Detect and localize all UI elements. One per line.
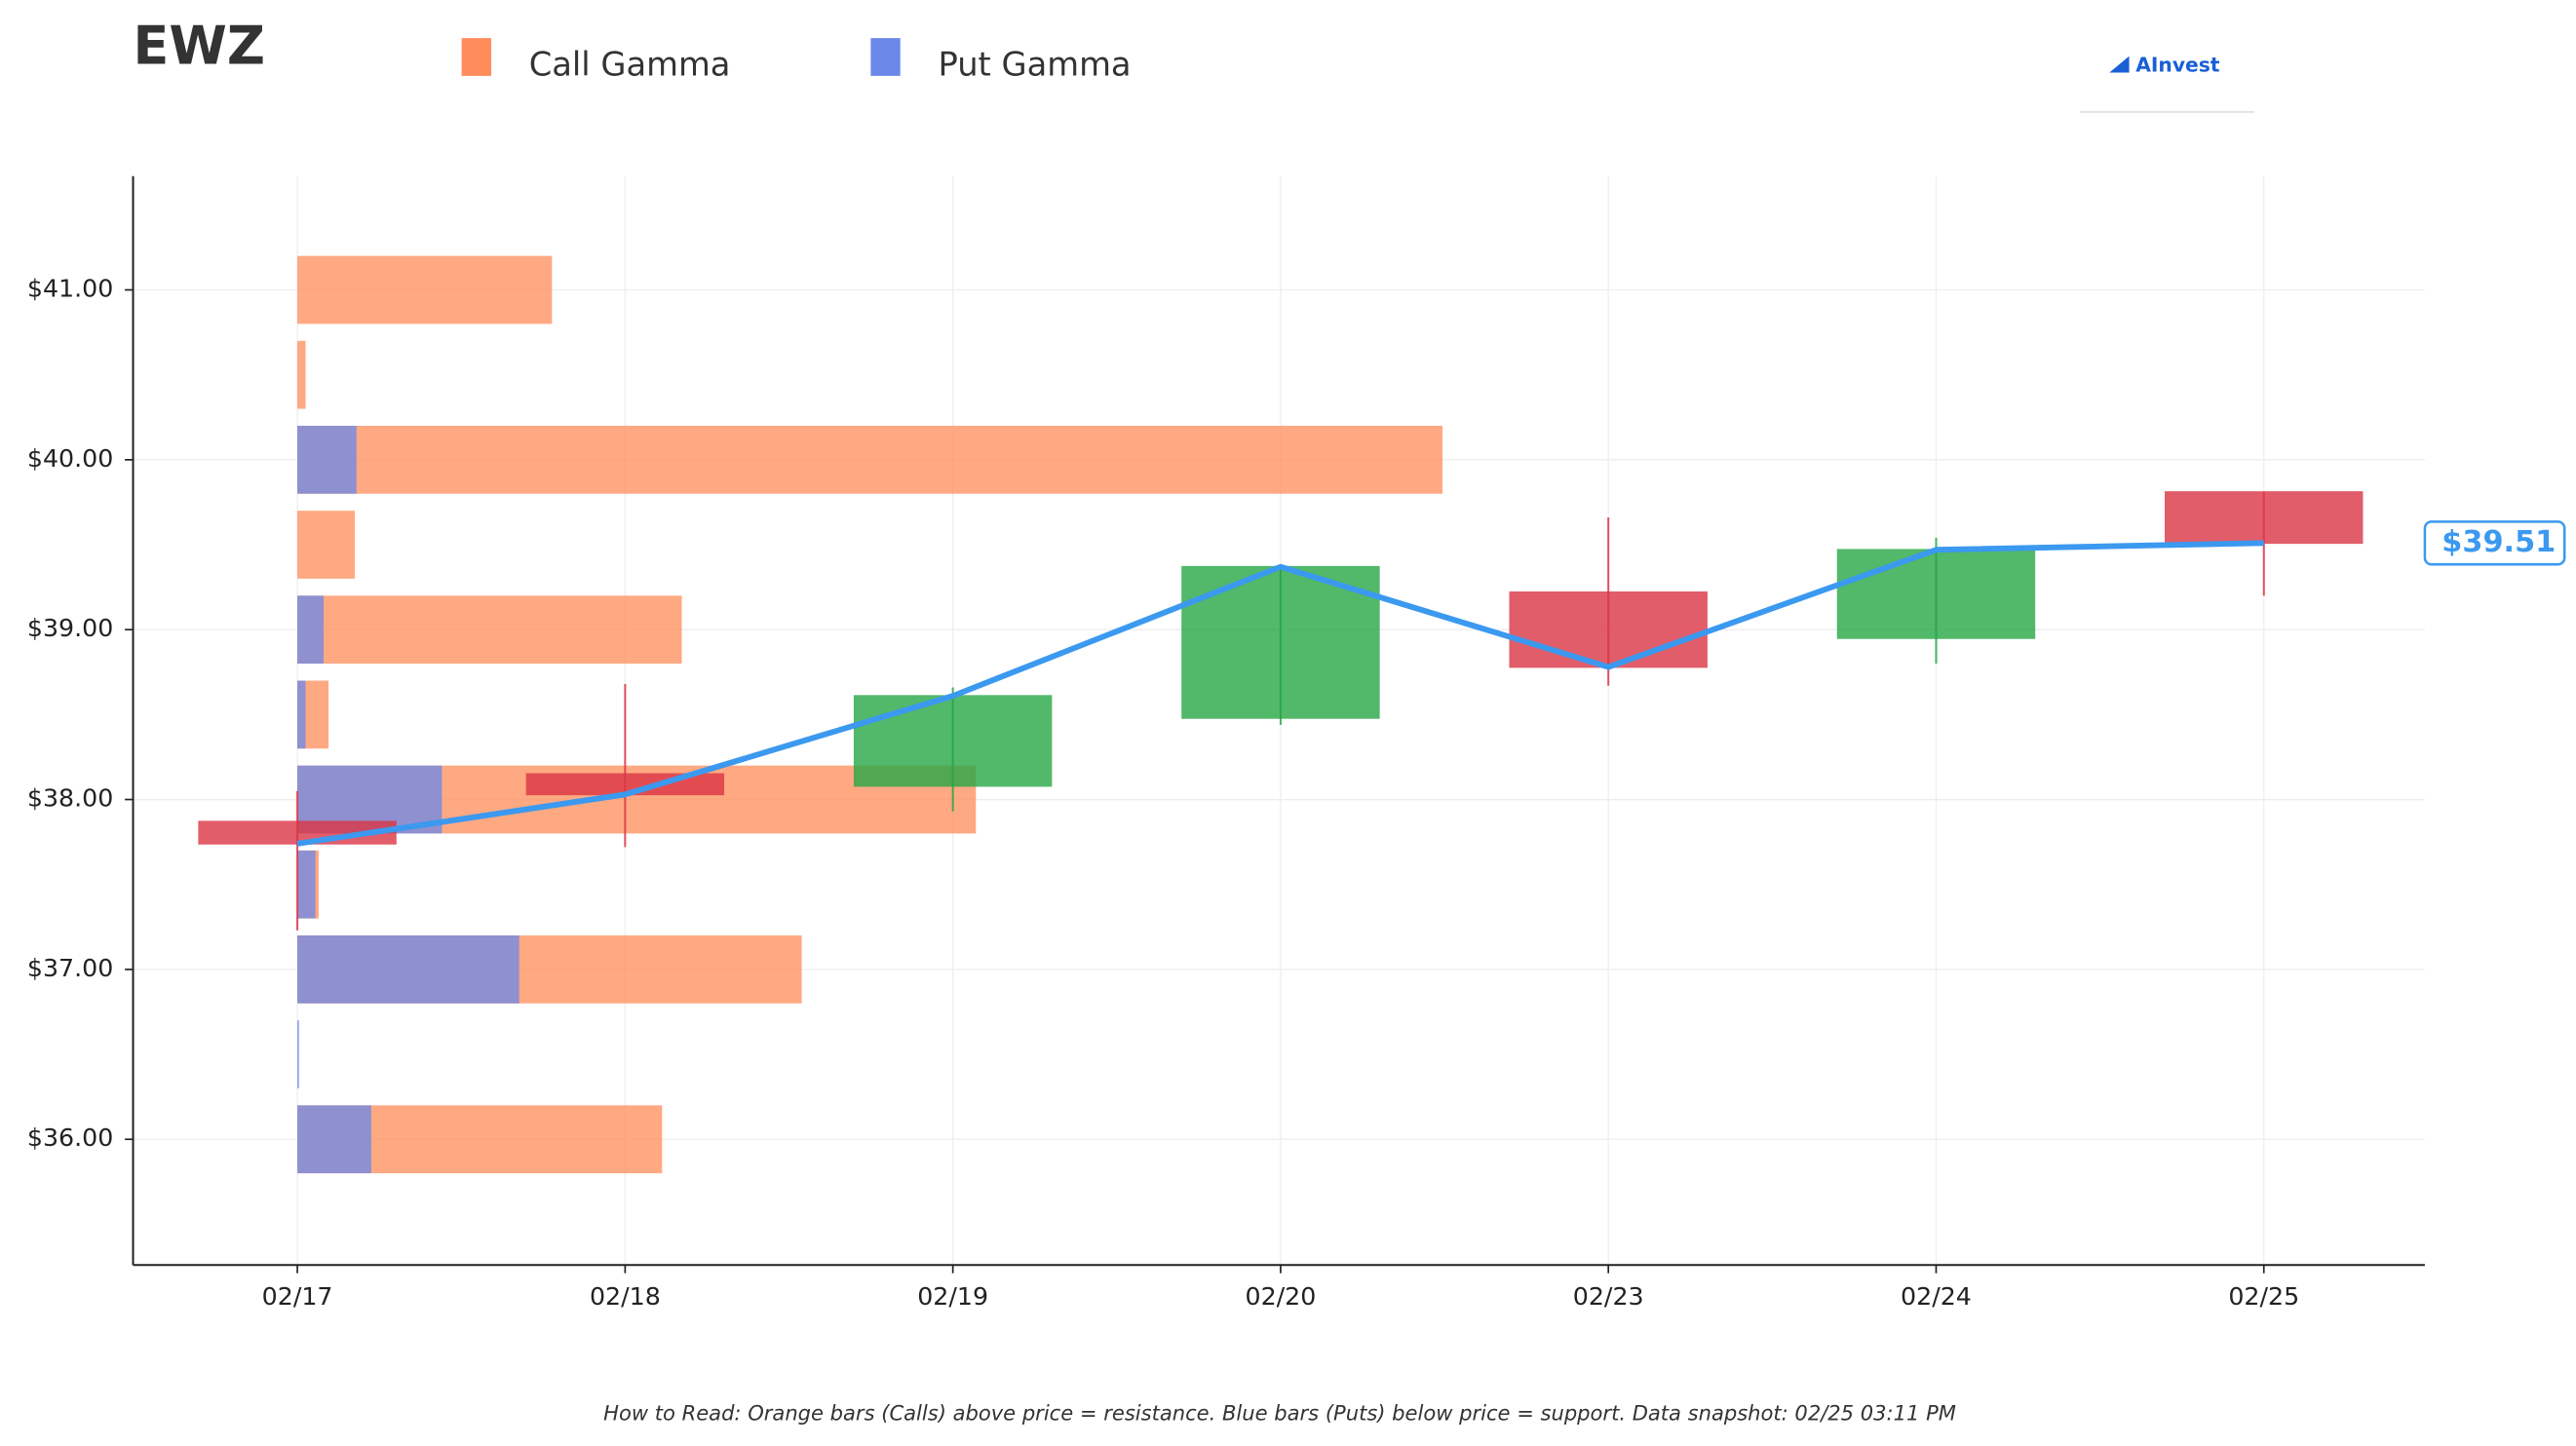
call-gamma-bar	[297, 425, 1443, 494]
chart-title: EWZ	[134, 16, 265, 77]
candle-body	[2165, 491, 2364, 545]
candle-body	[525, 773, 725, 796]
y-tick-label: $41.00	[27, 275, 113, 303]
put-gamma-bar	[297, 1105, 371, 1174]
candle-body	[1509, 590, 1708, 668]
legend-swatch	[870, 38, 901, 76]
last-price-label: $39.51	[2441, 525, 2556, 559]
candle-body	[1836, 549, 2036, 639]
y-tick-label: $37.00	[27, 954, 113, 982]
x-tick-label: 02/25	[2228, 1282, 2299, 1311]
candle-body	[853, 695, 1053, 787]
put-gamma-bar	[297, 595, 325, 665]
x-tick-label: 02/18	[590, 1282, 661, 1311]
legend-swatch	[461, 38, 491, 76]
put-gamma-bar	[297, 680, 306, 749]
put-gamma-bar	[297, 935, 519, 1004]
legend-label: Call Gamma	[529, 45, 731, 83]
call-gamma-bar	[297, 595, 682, 665]
put-gamma-bar	[297, 850, 316, 919]
logo-icon	[2109, 56, 2130, 73]
logo: AInvest	[2135, 53, 2219, 76]
y-tick-label: $38.00	[27, 784, 113, 813]
x-tick-label: 02/19	[917, 1282, 988, 1311]
legend-label: Put Gamma	[938, 45, 1131, 83]
call-gamma-bar	[297, 511, 356, 579]
y-tick-label: $36.00	[27, 1123, 113, 1152]
y-tick-label: $39.00	[27, 614, 113, 642]
call-gamma-bar	[297, 340, 306, 409]
close-line	[296, 540, 2264, 847]
x-tick-label: 02/24	[1901, 1282, 1972, 1311]
y-tick-label: $40.00	[27, 444, 113, 473]
x-tick-label: 02/23	[1573, 1282, 1644, 1311]
x-tick-label: 02/20	[1246, 1282, 1317, 1311]
last-price-box	[2423, 520, 2566, 566]
call-gamma-bar	[297, 255, 553, 324]
x-tick-label: 02/17	[262, 1282, 333, 1311]
put-gamma-bar	[297, 425, 357, 494]
note: How to Read: Orange bars (Calls) above p…	[603, 1401, 1956, 1426]
put-gamma-bar	[297, 1020, 299, 1088]
